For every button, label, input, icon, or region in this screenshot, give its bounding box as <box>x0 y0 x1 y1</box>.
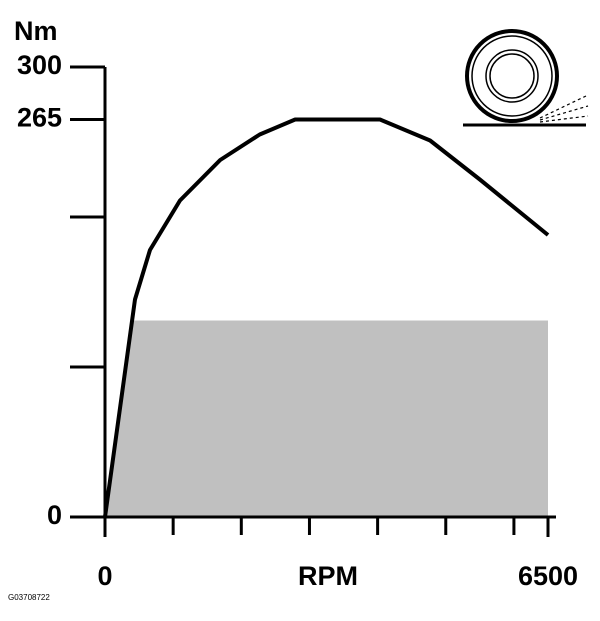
y-axis-label: Nm <box>14 16 58 46</box>
y-tick-label: 300 <box>17 50 62 80</box>
y-tick-label: 265 <box>17 103 62 133</box>
shaded-area <box>105 320 548 517</box>
tire-icon <box>463 29 589 127</box>
x-tick-label: 6500 <box>518 561 578 591</box>
y-tick-label: 0 <box>47 500 62 530</box>
x-tick-label: 0 <box>97 561 112 591</box>
x-axis-label: RPM <box>298 561 358 591</box>
torque-curve <box>103 117 550 518</box>
figure-code: G03708722 <box>8 593 50 602</box>
